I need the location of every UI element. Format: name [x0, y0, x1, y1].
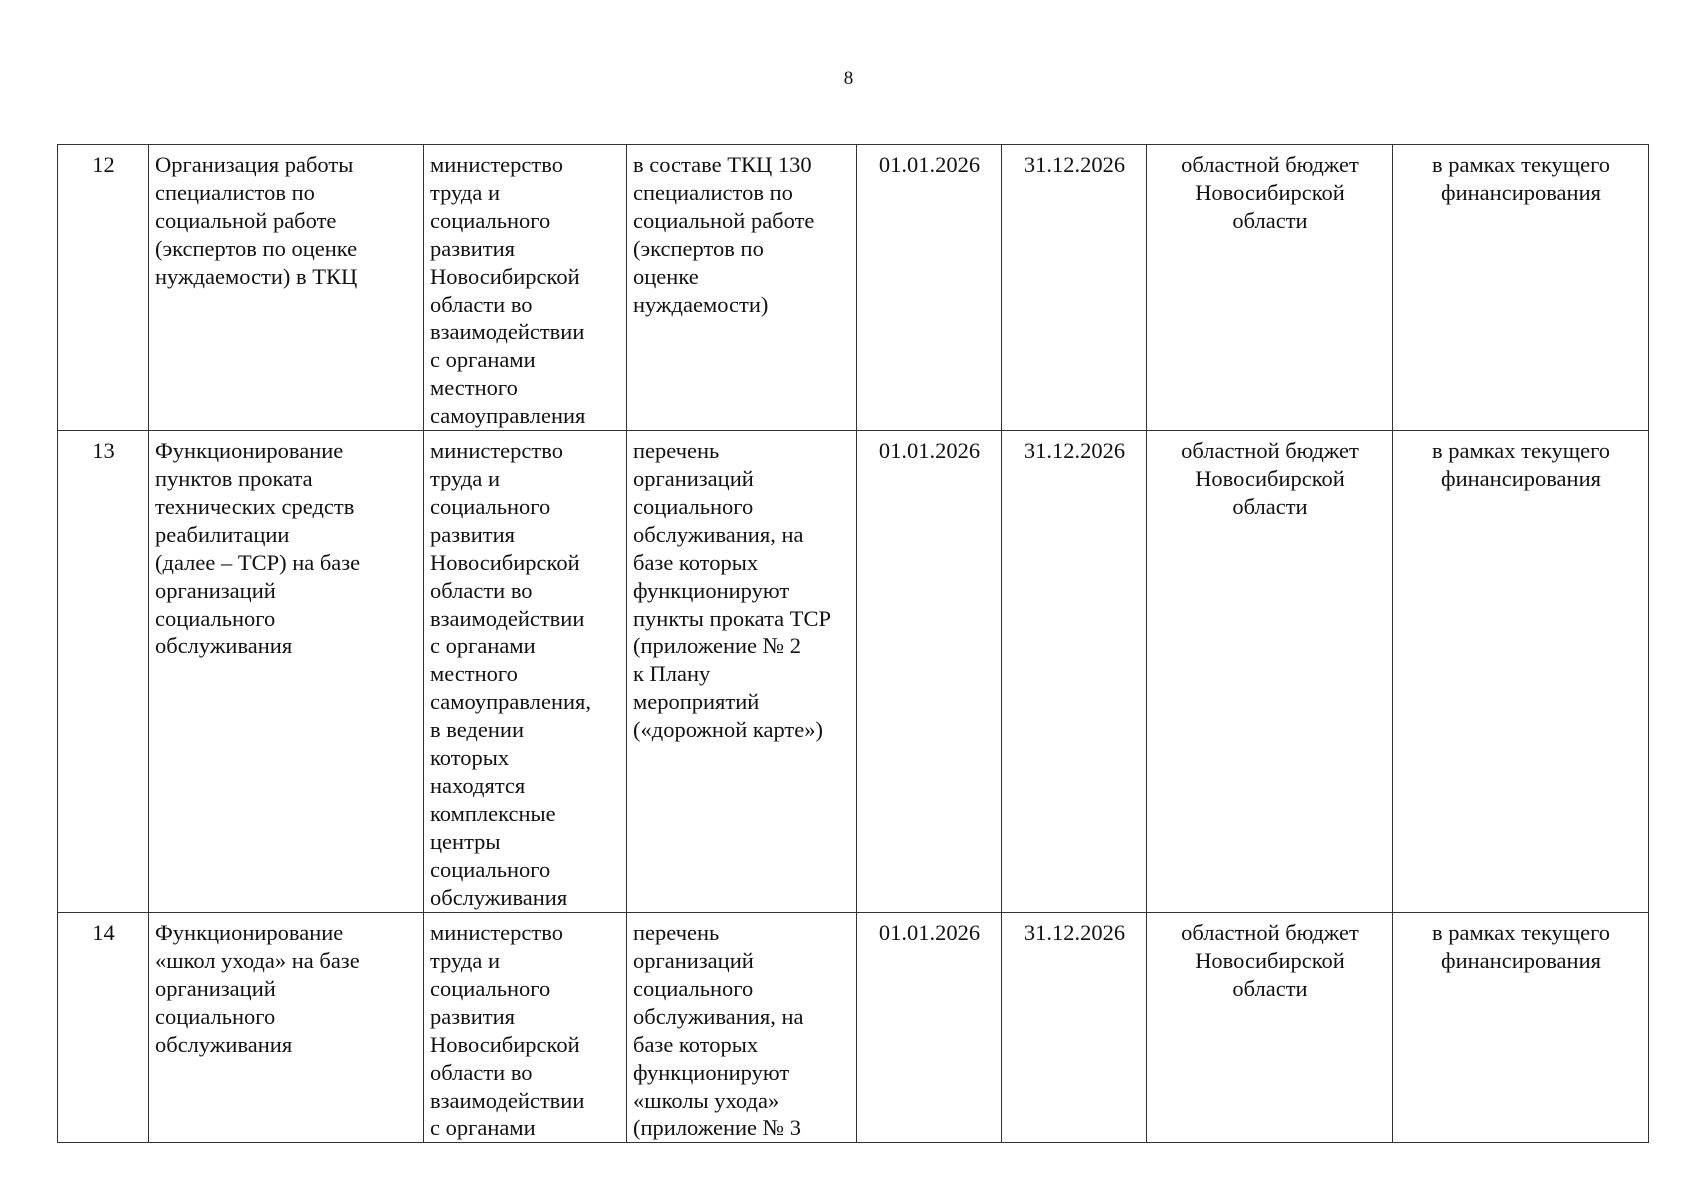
page-number: 8: [843, 68, 854, 89]
funding-amount: в рамках текущего финансирования: [1392, 143, 1649, 432]
funding-source: областной бюджет Новосибирской области: [1146, 430, 1393, 914]
result: перечень организаций социального обслужи…: [626, 430, 857, 914]
end-date: 31.12.2026: [1001, 430, 1147, 914]
result: в составе ТКЦ 130 специалистов по социал…: [626, 143, 857, 432]
activity-name: Организация работы специалистов по социа…: [148, 143, 424, 432]
row-number: 13: [57, 430, 149, 914]
activity-name: Функционирование пунктов проката техниче…: [148, 430, 424, 914]
start-date: 01.01.2026: [856, 430, 1002, 914]
table-row: 14 Функционирование «школ ухода» на базе…: [57, 912, 1649, 1144]
funding-amount: в рамках текущего финансирования: [1392, 912, 1649, 1144]
funding-source: областной бюджет Новосибирской области: [1146, 143, 1393, 432]
result: перечень организаций социального обслужи…: [626, 912, 857, 1144]
responsible: министерство труда и социального развити…: [423, 143, 627, 432]
row-number: 14: [57, 912, 149, 1144]
roadmap-table: 12 Организация работы специалистов по со…: [57, 143, 1649, 1144]
responsible: министерство труда и социального развити…: [423, 430, 627, 914]
funding-amount: в рамках текущего финансирования: [1392, 430, 1649, 914]
end-date: 31.12.2026: [1001, 143, 1147, 432]
funding-source: областной бюджет Новосибирской области: [1146, 912, 1393, 1144]
row-number: 12: [57, 143, 149, 432]
start-date: 01.01.2026: [856, 143, 1002, 432]
responsible: министерство труда и социального развити…: [423, 912, 627, 1144]
table-row: 13 Функционирование пунктов проката техн…: [57, 430, 1649, 914]
start-date: 01.01.2026: [856, 912, 1002, 1144]
table-row: 12 Организация работы специалистов по со…: [57, 143, 1649, 432]
end-date: 31.12.2026: [1001, 912, 1147, 1144]
activity-name: Функционирование «школ ухода» на базе ор…: [148, 912, 424, 1144]
